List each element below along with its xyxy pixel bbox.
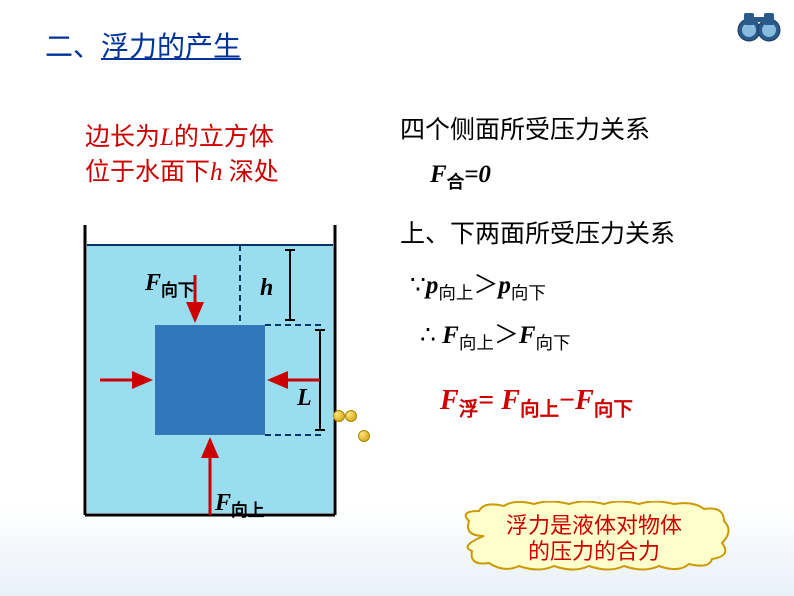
header-prefix: 二、: [45, 32, 101, 63]
line-sides: 四个侧面所受压力关系: [400, 110, 780, 146]
label-F-up: F向上: [215, 490, 265, 521]
binoculars-icon: [734, 5, 784, 45]
label-F-down: F向下: [145, 270, 195, 301]
buoyancy-diagram: F向下 h L F向上: [65, 215, 355, 545]
callout-cloud: 浮力是液体对物体 的压力的合力: [454, 501, 734, 571]
header-title: 浮力的产生: [101, 32, 241, 63]
subtitle-left: 边长为L的立方体 位于水面下h 深处: [85, 120, 279, 190]
callout-text: 浮力是液体对物体 的压力的合力: [454, 513, 734, 566]
line-topbottom: 上、下两面所受压力关系: [400, 214, 780, 250]
line-pressure: ∵p向上＞p向下: [410, 265, 780, 305]
line-buoyancy-formula: F浮= F向上−F向下: [440, 385, 780, 422]
label-L: L: [297, 385, 312, 412]
line-fnet: F合=0: [430, 161, 780, 194]
section-header: 二、浮力的产生: [45, 25, 241, 65]
bullet-icon: [333, 410, 345, 422]
bullet-icon: [358, 430, 370, 442]
line-force: ∴ F向上＞F向下: [420, 315, 780, 355]
bullet-icon: [345, 410, 357, 422]
label-h: h: [260, 275, 273, 302]
explanation-text: 四个侧面所受压力关系 F合=0 上、下两面所受压力关系 ∵p向上＞p向下 ∴ F…: [400, 110, 780, 447]
